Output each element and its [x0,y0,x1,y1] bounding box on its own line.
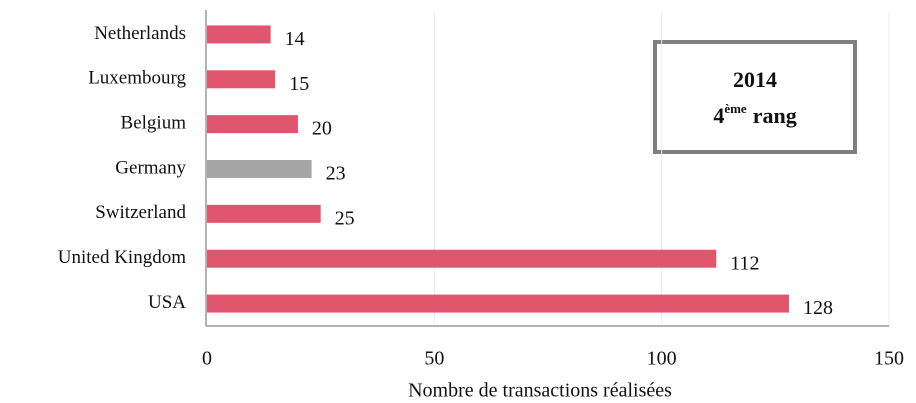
annotation-rank: 4ème rang [713,101,796,128]
value-label: 20 [312,118,332,140]
x-axis-label: Nombre de transactions réalisées [408,380,672,402]
value-label: 112 [730,252,759,274]
x-tick-label: 150 [874,348,904,370]
annotation-box [653,40,857,154]
x-tick-label: 50 [424,348,444,370]
y-tick-label: Netherlands [94,23,186,44]
y-tick-label: United Kingdom [58,247,186,268]
y-tick-label: Switzerland [95,202,186,223]
y-tick-label: Belgium [121,113,187,134]
value-label: 14 [285,28,305,50]
bar [207,249,717,268]
rank-number: 4 [713,103,724,128]
value-label: 23 [326,163,346,185]
value-label: 25 [335,207,355,229]
bar [207,25,271,44]
y-tick-label: USA [148,292,186,313]
bar [207,160,312,178]
y-tick-label: Germany [115,157,186,178]
value-label: 128 [803,297,833,319]
bar [207,70,276,89]
annotation-year: 2014 [733,67,777,92]
y-tick-label: Luxembourg [88,68,186,89]
rank-suffix: ème [724,101,747,116]
x-tick-label: 0 [202,348,212,370]
rank-word: rang [753,103,797,128]
bar [207,204,321,223]
x-tick-label: 100 [647,348,677,370]
value-label: 15 [289,73,309,95]
bar [207,294,789,313]
bar [207,115,298,134]
